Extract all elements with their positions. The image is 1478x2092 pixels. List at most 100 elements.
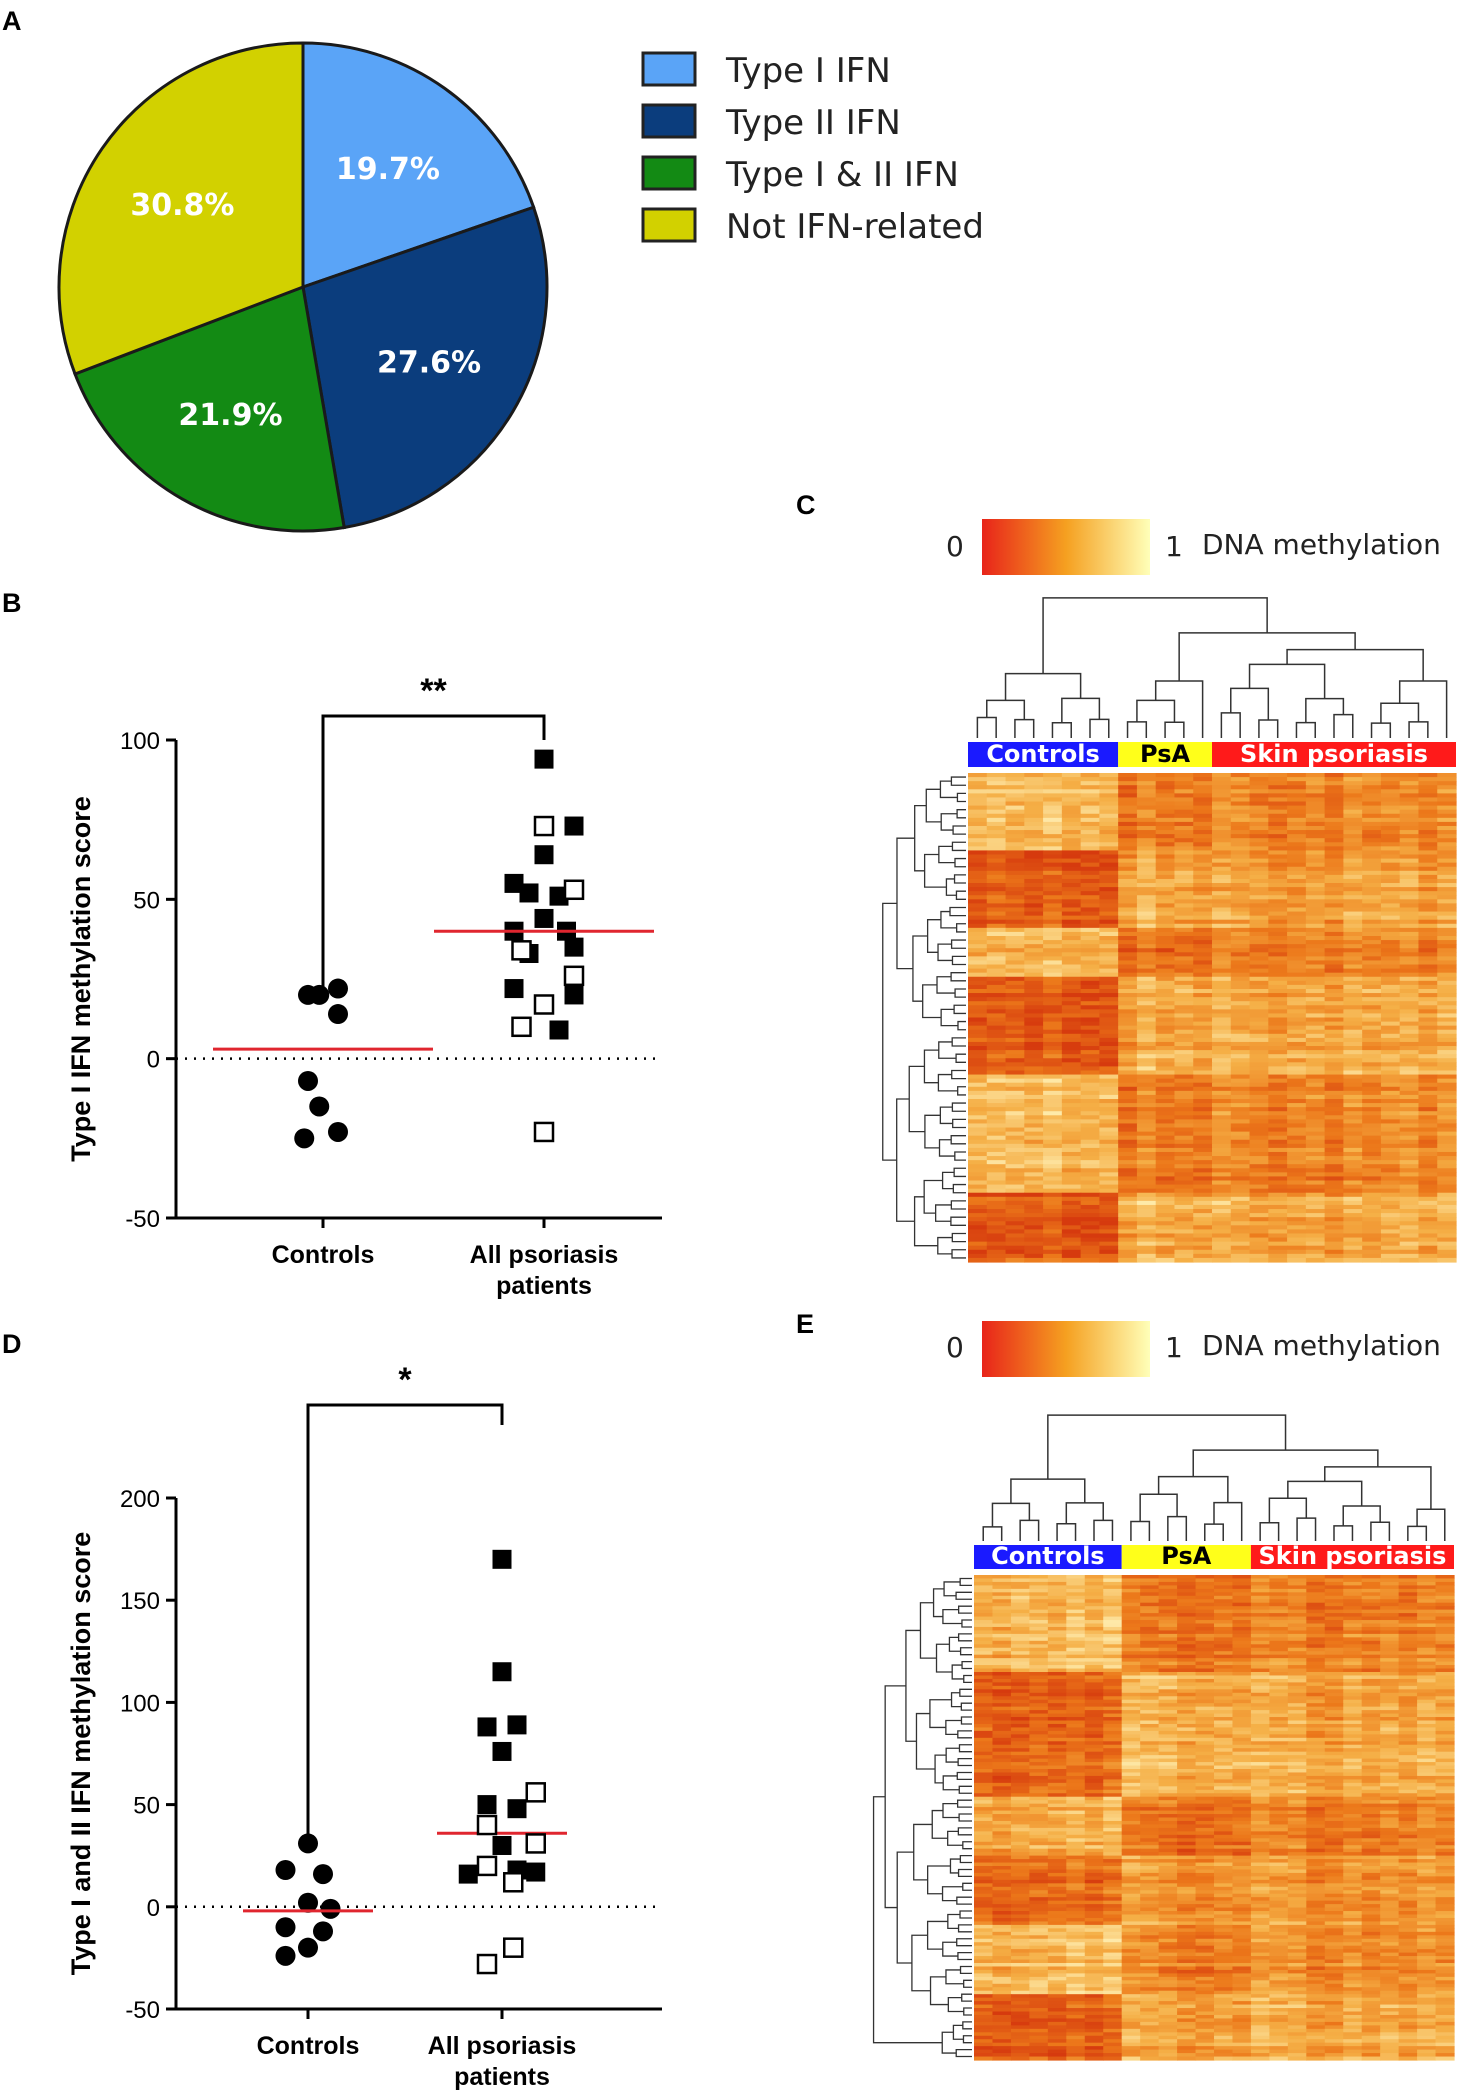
heatmap-cell xyxy=(1080,830,1100,835)
heatmap-cell xyxy=(1174,825,1194,831)
heatmap-cell xyxy=(1399,1111,1420,1116)
heatmap-cell xyxy=(1380,883,1401,888)
heatmap-cell xyxy=(974,1782,994,1787)
heatmap-cell xyxy=(1269,1651,1289,1656)
heatmap-cell xyxy=(1398,1734,1418,1739)
heatmap-cell xyxy=(1287,1751,1307,1756)
heatmap-cell xyxy=(1043,1241,1063,1247)
heatmap-cell xyxy=(986,1119,1007,1125)
heatmap-cell xyxy=(1287,1090,1307,1096)
heatmap-cell xyxy=(1080,1107,1100,1112)
heatmap-cell xyxy=(1047,1581,1067,1586)
heatmap-cell xyxy=(1214,1696,1234,1701)
heatmap-cell xyxy=(1361,1689,1381,1694)
heatmap-cell xyxy=(1362,1188,1382,1194)
heatmap-cell xyxy=(1398,1661,1418,1666)
heatmap-cell xyxy=(1005,1213,1025,1218)
heatmap-cell xyxy=(1230,1143,1251,1149)
heatmap-cell xyxy=(1214,1637,1234,1642)
heatmap-cell xyxy=(1380,1706,1400,1711)
heatmap-cell xyxy=(1047,1793,1067,1798)
heatmap-cell xyxy=(1118,862,1138,868)
heatmap-cell xyxy=(1047,1668,1067,1673)
heatmap-cell xyxy=(1099,1164,1119,1169)
heatmap-cell xyxy=(1232,1606,1252,1611)
heatmap-cell xyxy=(1155,1009,1176,1015)
heatmap-cell xyxy=(1103,1710,1123,1715)
heatmap-cell xyxy=(1061,1086,1082,1092)
heatmap-cell xyxy=(1399,801,1420,807)
heatmap-cell xyxy=(1324,817,1344,823)
heatmap-cell xyxy=(1361,1606,1381,1611)
heatmap-cell xyxy=(1066,1741,1086,1746)
heatmap-cell xyxy=(1324,1706,1344,1711)
heatmap-cell xyxy=(1195,1678,1215,1683)
heatmap-cell xyxy=(1324,1595,1344,1600)
heatmap-cell xyxy=(1230,773,1251,778)
heatmap-cell xyxy=(1005,801,1025,807)
heatmap-cell xyxy=(1193,915,1213,921)
heatmap-cell xyxy=(1193,895,1213,900)
heatmap-cell xyxy=(1099,1123,1119,1129)
heatmap-cell xyxy=(1066,1734,1086,1739)
heatmap-cell xyxy=(1398,1685,1418,1690)
heatmap-cell xyxy=(1043,1062,1063,1067)
heatmap-cell xyxy=(1214,1748,1234,1753)
heatmap-cell xyxy=(1140,1789,1160,1794)
heatmap-cell xyxy=(1024,976,1044,982)
heatmap-cell xyxy=(1399,1037,1420,1043)
heatmap-cell xyxy=(1268,1021,1288,1027)
heatmap-cell xyxy=(1155,1066,1176,1072)
heatmap-cell xyxy=(1268,781,1288,786)
heatmap-cell xyxy=(1084,1588,1104,1593)
heatmap-cell xyxy=(1118,1086,1138,1092)
heatmap-cell xyxy=(1024,1204,1044,1210)
heatmap-cell xyxy=(1361,1706,1381,1711)
heatmap-cell xyxy=(968,1107,988,1112)
heatmap-cell xyxy=(1084,1713,1104,1718)
heatmap-cell xyxy=(1398,1630,1418,1635)
heatmap-cell xyxy=(1061,1107,1082,1112)
heatmap-cell xyxy=(1380,1135,1401,1141)
heatmap-cell xyxy=(1230,1115,1251,1120)
heatmap-cell xyxy=(1029,1675,1049,1680)
heatmap-cell xyxy=(1193,858,1213,864)
heatmap-cell xyxy=(992,1623,1012,1628)
heatmap-cell xyxy=(1324,1237,1344,1243)
heatmap-cell xyxy=(1287,862,1307,868)
heatmap-cell xyxy=(1232,1692,1252,1697)
heatmap-cell xyxy=(1177,1595,1197,1600)
heatmap-cell xyxy=(1080,1143,1100,1149)
heatmap-cell xyxy=(1140,1630,1160,1635)
heatmap-cell xyxy=(1437,980,1457,986)
heatmap-cell xyxy=(1084,1772,1104,1777)
heatmap-cell xyxy=(1061,1119,1082,1125)
heatmap-cell xyxy=(1193,936,1213,941)
heatmap-cell xyxy=(1099,1054,1119,1059)
heatmap-cell xyxy=(1136,944,1157,949)
heatmap-cell xyxy=(1343,1033,1363,1039)
heatmap-cell xyxy=(1268,1200,1288,1206)
heatmap-cell xyxy=(1029,1602,1049,1607)
heatmap-cell xyxy=(1158,1793,1178,1798)
heatmap-cell xyxy=(1195,1592,1215,1597)
heatmap-cell xyxy=(1287,1094,1307,1100)
heatmap-cell xyxy=(1155,952,1176,957)
heatmap-cell xyxy=(1324,976,1344,982)
heatmap-cell xyxy=(1418,984,1438,990)
heatmap-cell xyxy=(1010,1734,1030,1739)
heatmap-cell xyxy=(1121,1595,1141,1600)
heatmap-cell xyxy=(1103,1737,1123,1742)
heatmap-cell xyxy=(1084,1672,1104,1677)
heatmap-cell xyxy=(1380,825,1401,831)
heatmap-cell xyxy=(986,931,1007,937)
heatmap-cell xyxy=(1118,1233,1138,1239)
heatmap-cell xyxy=(1418,903,1438,909)
heatmap-cell xyxy=(1362,931,1382,937)
heatmap-cell xyxy=(968,940,988,945)
heatmap-cell xyxy=(1380,1644,1400,1649)
heatmap-cell xyxy=(1380,1606,1400,1611)
heatmap-cell xyxy=(1287,1668,1307,1673)
heatmap-cell xyxy=(1214,1685,1234,1690)
heatmap-cell xyxy=(1029,1786,1049,1791)
